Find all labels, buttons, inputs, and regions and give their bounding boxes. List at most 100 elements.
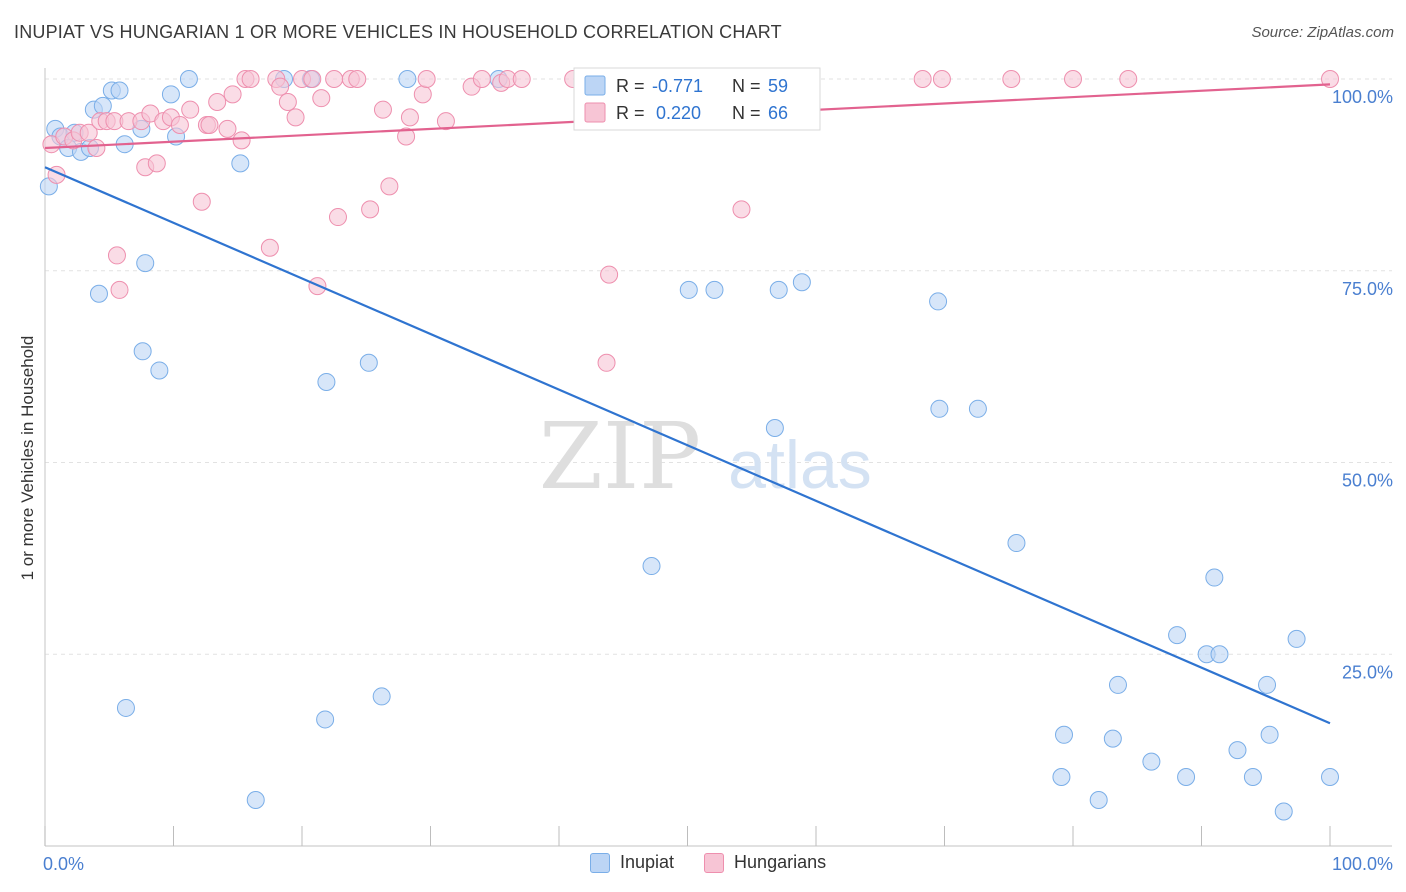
legend-bottom: Inupiat Hungarians — [590, 852, 856, 873]
hungarians-point — [373, 100, 392, 119]
inupiat-point — [179, 70, 198, 88]
legend-swatch-hungarians — [584, 102, 606, 123]
hungarians-point — [361, 200, 380, 219]
legend-n-value-inupiat: 59 — [768, 76, 788, 96]
hungarians-point — [913, 70, 932, 88]
inupiat-point — [1168, 626, 1187, 645]
legend-n-label-inupiat: N = — [732, 76, 761, 96]
inupiat-point — [133, 342, 152, 361]
inupiat-point — [372, 687, 391, 706]
legend-r-value-hungarians: 0.220 — [656, 103, 701, 123]
hungarians-point — [597, 353, 616, 372]
legend-swatch-inupiat — [584, 75, 606, 96]
hungarians-point — [241, 70, 260, 88]
inupiat-point — [1243, 767, 1262, 786]
hungarians-point — [170, 116, 189, 135]
legend-bottom-label-hungarians: Hungarians — [734, 852, 827, 872]
hungarians-point — [1119, 70, 1138, 88]
inupiat-point — [398, 70, 417, 88]
inupiat-point — [930, 399, 949, 418]
chart-title: INUPIAT VS HUNGARIAN 1 OR MORE VEHICLES … — [14, 22, 782, 42]
inupiat-point — [316, 710, 335, 729]
legend-bottom-swatch-hungarians — [704, 852, 725, 873]
inupiat-point — [1205, 568, 1224, 587]
inupiat-point — [1055, 725, 1074, 744]
hungarians-point — [312, 89, 331, 108]
tick-labels: 25.0% 50.0% 75.0% 100.0% 0.0% 100.0% — [43, 87, 1393, 874]
hungarians-point — [512, 70, 531, 88]
inupiat-point — [1274, 802, 1293, 821]
hungarians-point — [79, 123, 98, 142]
hungarians-point — [400, 108, 419, 127]
legend-box: R = -0.771 N = 59 R = 0.220 N = 66 — [573, 67, 821, 131]
hungarians-point — [110, 280, 129, 299]
axes — [44, 68, 1392, 847]
y-tick-label: 50.0% — [1342, 471, 1393, 491]
inupiat-point — [1089, 790, 1108, 809]
watermark-atlas: atlas — [728, 427, 872, 503]
inupiat-point — [231, 154, 250, 173]
inupiat-point — [765, 418, 784, 437]
inupiat-point — [1260, 725, 1279, 744]
inupiat-point — [110, 81, 129, 100]
inupiat-point — [792, 273, 811, 292]
hungarians-point — [932, 70, 951, 88]
hungarians-point — [600, 265, 619, 284]
inupiat-point — [1287, 629, 1306, 648]
inupiat-point — [136, 254, 155, 273]
legend-box-frame — [573, 67, 821, 131]
source-label: Source: ZipAtlas.com — [1251, 24, 1394, 41]
hungarians-point — [413, 85, 432, 104]
inupiat-point — [1228, 741, 1247, 760]
hungarians-point — [181, 100, 200, 119]
legend-n-label-hungarians: N = — [732, 103, 761, 123]
hungarians-point — [397, 127, 416, 146]
y-tick-label: 25.0% — [1342, 662, 1393, 682]
inupiat-point — [161, 85, 180, 104]
hungarians-point — [1002, 70, 1021, 88]
legend-r-label-inupiat: R = — [616, 76, 645, 96]
hungarians-point — [208, 93, 227, 112]
inupiat-point — [93, 96, 112, 115]
hungarians-point — [303, 70, 322, 88]
inupiat-point — [929, 292, 948, 311]
hungarians-point — [472, 70, 491, 88]
legend-bottom-swatch-inupiat — [590, 852, 610, 873]
legend-n-value-hungarians: 66 — [768, 103, 788, 123]
inupiat-point — [679, 280, 698, 299]
inupiat-point — [1007, 534, 1026, 553]
hungarians-point — [260, 238, 279, 257]
inupiat-point — [1258, 675, 1277, 694]
watermark: ZIP atlas — [539, 403, 872, 510]
inupiat-point — [1142, 752, 1161, 771]
hungarians-point — [232, 131, 251, 150]
hungarians-point — [328, 208, 347, 227]
legend-item-hungarians: Hungarians — [704, 852, 826, 873]
inupiat-point — [150, 361, 169, 380]
hungarians-point — [325, 70, 344, 88]
inupiat-point — [968, 399, 987, 418]
x-tick-label: 0.0% — [43, 854, 84, 874]
hungarians-point — [107, 246, 126, 265]
x-tick-label: 100.0% — [1332, 854, 1393, 874]
hungarians-point — [223, 85, 242, 104]
inupiat-point — [1321, 767, 1339, 786]
hungarians-point — [87, 139, 106, 158]
legend-r-value-inupiat: -0.771 — [652, 76, 703, 96]
inupiat-point — [705, 280, 724, 299]
legend-bottom-label-inupiat: Inupiat — [620, 852, 675, 872]
hungarians-point — [380, 177, 399, 196]
hungarians-point — [286, 108, 305, 127]
inupiat-point — [642, 557, 661, 576]
inupiat-point — [359, 353, 378, 372]
legend-r-label-hungarians: R = — [616, 103, 645, 123]
hungarians-point — [1064, 70, 1082, 88]
hungarians-point — [147, 154, 166, 173]
inupiat-point — [1210, 645, 1229, 664]
watermark-zip: ZIP — [539, 403, 701, 510]
hungarians-point — [436, 112, 455, 131]
inupiat-point — [769, 280, 788, 299]
hungarians-point — [1321, 70, 1339, 88]
hungarians-point — [278, 93, 297, 112]
